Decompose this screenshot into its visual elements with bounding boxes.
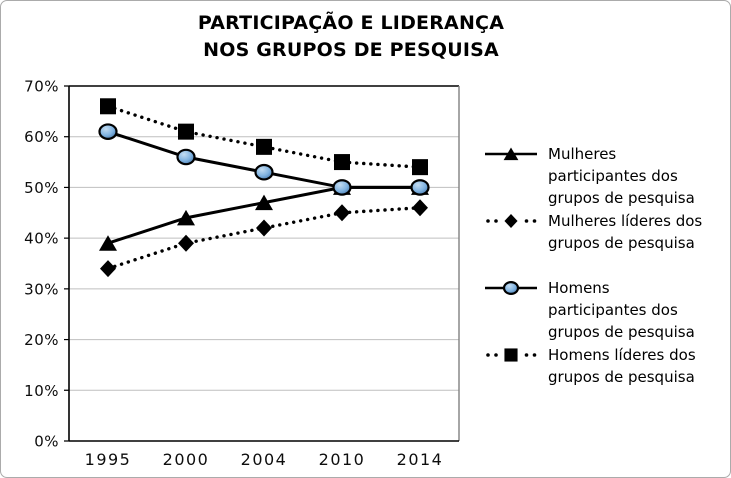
marker-diamond xyxy=(178,234,194,252)
marker-square xyxy=(412,159,428,176)
marker-circle xyxy=(176,148,196,166)
legend-label-line: Homens líderes dos xyxy=(548,346,696,364)
marker-circle xyxy=(254,163,274,181)
y-tick-label: 0% xyxy=(34,433,59,451)
legend-marker-triangle-icon xyxy=(485,147,537,161)
legend-label-line: grupos de pesquisa xyxy=(548,323,695,341)
legend-label-line: participantes dos xyxy=(548,301,678,319)
x-tick-label: 2010 xyxy=(319,450,366,469)
y-tick-label: 70% xyxy=(24,78,59,96)
legend-line-dot xyxy=(532,353,537,357)
x-tick-label: 2004 xyxy=(241,450,288,469)
marker-circle xyxy=(332,179,352,196)
marker-circle xyxy=(98,123,118,140)
legend-line-dot xyxy=(486,219,490,223)
legend-label-line: participantes dos xyxy=(548,167,678,185)
y-tick-label: 20% xyxy=(24,331,59,349)
legend-label-2: Homens participantes dos grupos de pesquis… xyxy=(548,277,695,343)
marker-diamond xyxy=(100,260,116,278)
legend-line-dot xyxy=(494,219,498,223)
y-tick-label: 50% xyxy=(24,179,59,197)
legend-label-1: Mulheres líderes dos grupos de pesquisa xyxy=(548,210,702,254)
marker-circle xyxy=(502,280,520,296)
legend-label-line: grupos de pesquisa xyxy=(548,368,695,386)
legend-entry-0: Mulheres participantes dos grupos de pesqu… xyxy=(485,143,730,209)
chart-title: PARTICIPAÇÃO E LIDERANÇA NOS GRUPOS DE P… xyxy=(1,10,701,64)
legend-marker-circle-icon xyxy=(485,280,537,296)
series-1 xyxy=(100,199,428,278)
chart-title-line-2: NOS GRUPOS DE PESQUISA xyxy=(203,39,499,61)
marker-diamond xyxy=(334,204,350,222)
legend-marker-diamond-icon xyxy=(486,214,537,228)
chart-legend: Mulheres participantes dos grupos de pesqu… xyxy=(485,143,730,389)
y-tick-label: 10% xyxy=(24,382,59,400)
marker-square xyxy=(504,348,518,362)
marker-square xyxy=(334,154,350,171)
legend-label-line: grupos de pesquisa xyxy=(548,234,695,252)
y-tick-label: 60% xyxy=(24,128,59,146)
legend-label-3: Homens líderes dos grupos de pesquisa xyxy=(548,344,696,388)
chart-title-line-1: PARTICIPAÇÃO E LIDERANÇA xyxy=(197,12,505,34)
legend-line-dot xyxy=(524,353,529,357)
marker-square xyxy=(178,123,194,140)
legend-label-line: Homens xyxy=(548,279,610,297)
series-0 xyxy=(99,179,429,251)
x-tick-label: 2014 xyxy=(397,450,444,469)
marker-triangle xyxy=(177,209,195,226)
marker-square xyxy=(256,138,272,155)
series-2 xyxy=(98,123,430,196)
legend-label-line: grupos de pesquisa xyxy=(548,189,695,207)
legend-line-dot xyxy=(524,219,529,223)
y-tick-label: 30% xyxy=(24,280,59,298)
marker-square xyxy=(100,98,116,115)
series-3 xyxy=(100,98,428,176)
legend-line-dot xyxy=(532,219,537,223)
marker-diamond xyxy=(412,199,428,217)
x-tick-label: 2000 xyxy=(163,450,210,469)
marker-circle xyxy=(410,179,430,196)
y-tick-label: 40% xyxy=(24,230,59,248)
marker-triangle xyxy=(503,147,519,161)
legend-entry-1: Mulheres líderes dos grupos de pesquisa xyxy=(485,210,730,254)
legend-entry-2: Homens participantes dos grupos de pesquis… xyxy=(485,277,730,343)
chart-canvas: 0% 10% 20% 30% 40% 50% 60% 70% 1995 2000 2004 2010 2… xyxy=(24,78,460,469)
marker-diamond xyxy=(504,214,518,228)
legend-marker-square-icon xyxy=(486,348,537,362)
marker-triangle xyxy=(255,194,273,211)
legend-entry-3: Homens líderes dos grupos de pesquisa xyxy=(485,344,730,388)
x-tick-label: 1995 xyxy=(85,450,132,469)
marker-triangle xyxy=(99,235,117,251)
legend-label-line: Mulheres líderes dos xyxy=(548,212,703,230)
legend-line-dot xyxy=(494,353,498,357)
legend-line-dot xyxy=(486,353,490,357)
marker-diamond xyxy=(256,219,272,237)
legend-label-line: Mulheres xyxy=(548,145,617,163)
legend-label-0: Mulheres participantes dos grupos de pesqu… xyxy=(548,143,695,209)
